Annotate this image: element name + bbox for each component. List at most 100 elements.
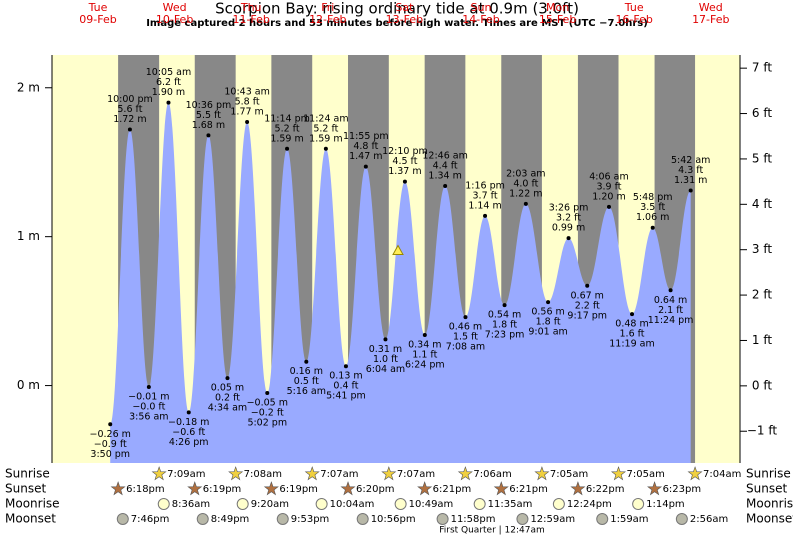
moonrise-icon (157, 498, 170, 510)
tide-label: −0.18 m (168, 417, 209, 428)
tide-label: 11:19 am (609, 339, 654, 350)
sunrise-icon (687, 466, 703, 481)
tide-label: 10:05 am (146, 67, 191, 78)
tide-label: 12:10 pm (382, 146, 428, 157)
tide-label: 12:46 am (422, 151, 467, 162)
tide-label: 3.5 ft (640, 202, 665, 213)
tide-point (650, 225, 655, 230)
tide-label: 0.67 m (571, 290, 604, 301)
tide-label: 4.3 ft (678, 165, 703, 176)
tide-point (688, 188, 693, 193)
date-label: 11-Feb (232, 13, 269, 26)
row-label: Sunrise (746, 467, 791, 481)
moonset-icon (436, 513, 449, 525)
sunset-icon (570, 481, 586, 496)
tide-label: 1.8 ft (492, 320, 517, 331)
tide-point (206, 133, 211, 138)
tide-label: 1.1 ft (412, 349, 437, 360)
tide-label: −0.01 m (128, 392, 169, 403)
date-label: 09-Feb (79, 13, 116, 26)
tide-label: 3.7 ft (473, 190, 498, 201)
y2-tick-label: 4 ft (752, 197, 772, 211)
sunset-icon (340, 481, 356, 496)
sunset-time: 6:21pm (509, 484, 548, 495)
tide-point (323, 146, 328, 151)
tide-label: 1.20 m (592, 191, 625, 202)
date-label: 15-Feb (539, 13, 576, 26)
moonrise-icon (236, 498, 249, 510)
tide-label: −0.2 ft (251, 408, 284, 419)
y2-tick-label: 1 ft (752, 333, 772, 347)
tide-label: 3:50 pm (90, 449, 130, 460)
tide-point (443, 184, 448, 189)
tide-label: 5.6 ft (117, 104, 142, 115)
weekday-label: Thu (240, 1, 262, 14)
moon-phase: First Quarter | 12:47am (439, 526, 545, 536)
sunrise-icon (381, 466, 397, 481)
row-label: Moonset (5, 512, 56, 526)
tide-label: 4.4 ft (433, 161, 458, 172)
tide-label: 1.59 m (309, 133, 342, 144)
tide-label: 5:41 pm (326, 391, 366, 402)
sunset-time: 6:19pm (203, 484, 242, 495)
moonrise-icon (473, 498, 486, 510)
tide-point (186, 410, 191, 415)
row-label: Sunset (746, 482, 787, 496)
tide-label: 2.2 ft (575, 300, 600, 311)
tide-label: 0.54 m (488, 310, 521, 321)
tide-label: −0.6 ft (172, 427, 205, 438)
tide-label: 1:16 pm (465, 180, 505, 191)
tide-point (630, 312, 635, 317)
tide-point (422, 332, 427, 337)
tide-label: 5:02 pm (247, 418, 287, 429)
moonset-time: 9:53pm (291, 514, 330, 525)
tide-label: −0.0 ft (132, 402, 165, 413)
tide-label: 6.2 ft (156, 77, 181, 88)
tide-label: 1.77 m (230, 107, 263, 118)
row-label: Sunset (5, 482, 46, 496)
tide-label: 1.31 m (674, 175, 707, 186)
tide-label: 1.72 m (113, 114, 146, 125)
tide-label: 4.5 ft (392, 156, 417, 167)
chart-title: Scorpion Bay: rising ordinary tide at 0.… (215, 0, 579, 18)
tide-label: 0.05 m (211, 383, 244, 394)
chart-subtitle: Image captured 2 hours and 53 minutes be… (146, 18, 648, 29)
moonrise-time: 1:14pm (646, 499, 685, 510)
sunset-time: 6:20pm (356, 484, 395, 495)
moonset-icon (675, 513, 688, 525)
y2-tick-label: 3 ft (752, 242, 772, 256)
moonset-icon (196, 513, 209, 525)
tide-point (502, 303, 507, 308)
tide-point (668, 288, 673, 293)
tide-label: 4:06 am (589, 171, 628, 182)
y-tick-label: 2 m (17, 80, 40, 94)
moonset-icon (516, 513, 529, 525)
tide-label: 0.5 ft (294, 376, 319, 387)
moonset-time: 2:56am (690, 514, 728, 525)
tide-label: 6:24 pm (405, 359, 445, 370)
tide-label: 11:24 pm (648, 315, 694, 326)
tide-label: 1.22 m (509, 188, 542, 199)
weekday-label: Tue (624, 1, 644, 14)
tide-label: 10:36 pm (186, 100, 232, 111)
date-label: 16-Feb (615, 13, 652, 26)
tide-label: 0.2 ft (215, 393, 240, 404)
sunset-icon (647, 481, 663, 496)
row-label: Moonset (746, 512, 793, 526)
tide-point (483, 213, 488, 218)
sunset-icon (493, 481, 509, 496)
sunrise-icon (534, 466, 550, 481)
tide-label: −0.9 ft (94, 439, 127, 450)
moonset-time: 11:58pm (451, 514, 496, 525)
sunset-icon (187, 481, 203, 496)
weekday-label: Mon (546, 1, 569, 14)
tide-point (402, 179, 407, 184)
tide-label: 3:26 pm (549, 203, 589, 214)
tide-point (343, 364, 348, 369)
tide-label: 11:24 am (303, 113, 348, 124)
weekday-label: Tue (88, 1, 108, 14)
tide-label: 4:26 pm (169, 437, 209, 448)
tide-label: 1.68 m (192, 120, 225, 131)
date-label: 13-Feb (386, 13, 423, 26)
